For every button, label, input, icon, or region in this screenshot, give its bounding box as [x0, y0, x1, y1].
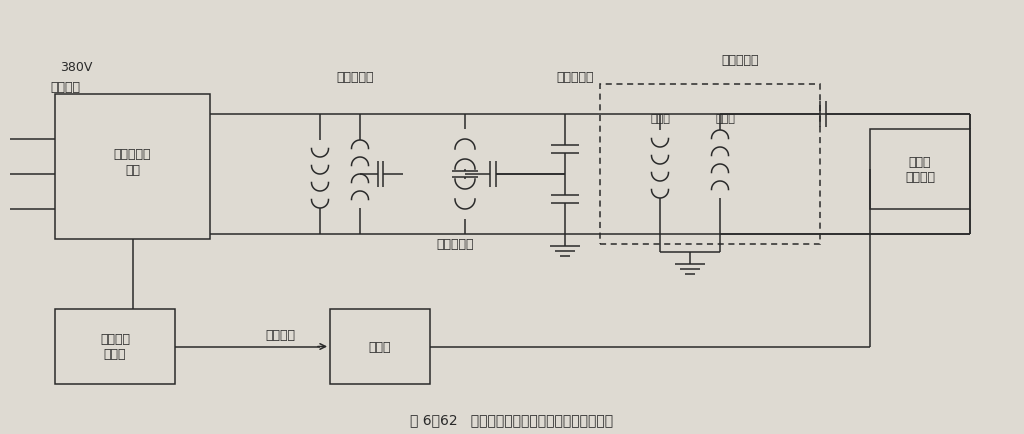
Bar [600, 85, 820, 244]
Bar [870, 130, 970, 210]
Text: 380V: 380V [60, 60, 92, 73]
Text: 无局放变频
电源: 无局放变频 电源 [114, 148, 152, 176]
Text: 高压侧: 高压侧 [715, 114, 735, 124]
Text: 同步电源: 同步电源 [265, 328, 295, 341]
Text: 三相输入: 三相输入 [50, 80, 80, 93]
Text: 局放仪
检测阻抗: 局放仪 检测阻抗 [905, 156, 935, 184]
Text: 补偿电抗器: 补偿电抗器 [436, 238, 474, 251]
Text: 低压侧: 低压侧 [650, 114, 670, 124]
Text: 励磁变压器: 励磁变压器 [336, 70, 374, 83]
Text: 被试变压器: 被试变压器 [721, 53, 759, 66]
Bar [55, 309, 175, 384]
Bar [55, 95, 210, 240]
Text: 变频电源
控制箱: 变频电源 控制箱 [100, 333, 130, 361]
Bar [330, 309, 430, 384]
Text: 图 6－62   变压器感应耐压、局部放电接线示意图: 图 6－62 变压器感应耐压、局部放电接线示意图 [411, 412, 613, 426]
Text: 局放仪: 局放仪 [369, 340, 391, 353]
Text: 电容分压器: 电容分压器 [556, 70, 594, 83]
